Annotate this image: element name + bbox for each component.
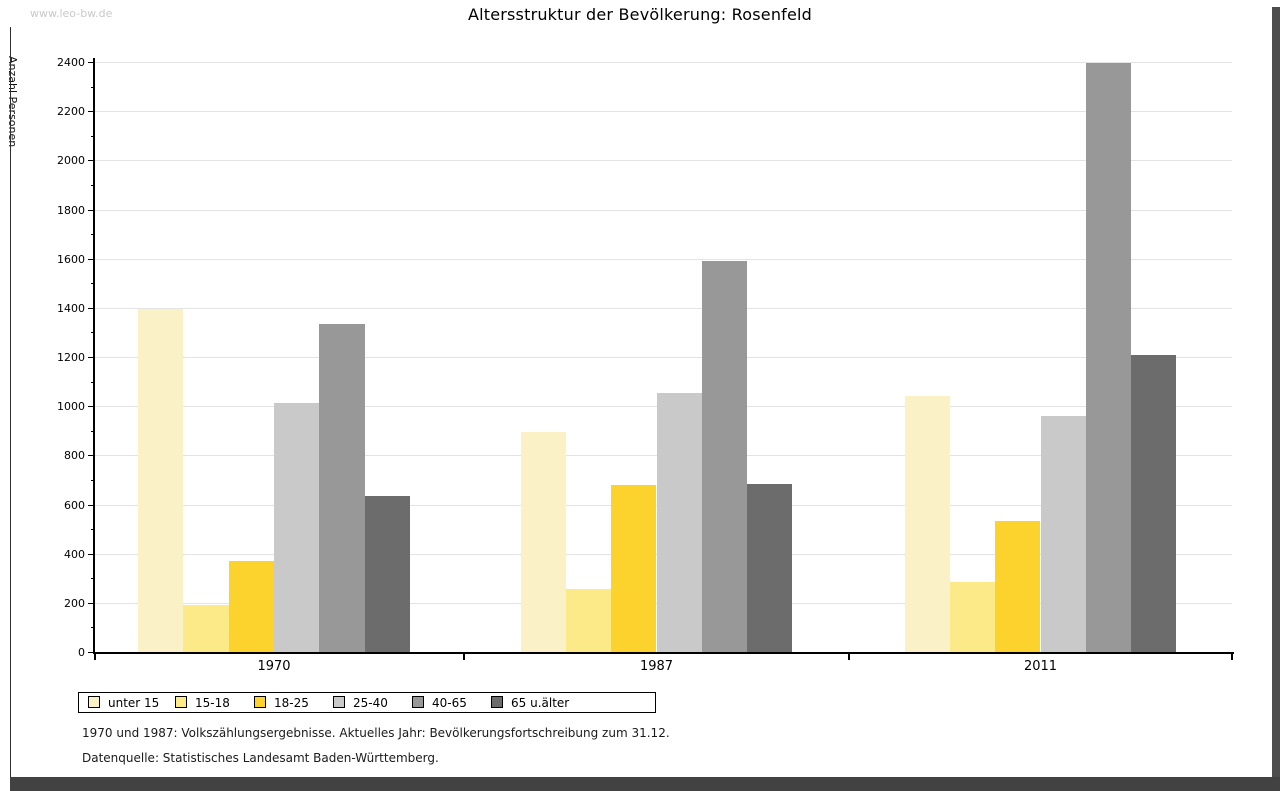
bar-40-65-1987 <box>701 261 748 652</box>
y-tick-label-2200: 2200 <box>57 105 85 119</box>
bar-unter-15-1987 <box>520 432 566 652</box>
chart-title: Altersstruktur der Bevölkerung: Rosenfel… <box>467 5 813 24</box>
legend-label-1: 15-18 <box>195 696 230 710</box>
category-label-1970: 1970 <box>257 659 291 674</box>
x-tick-1 <box>462 654 465 660</box>
y-major-tick-2400 <box>88 62 95 63</box>
legend-swatch-0 <box>88 696 100 708</box>
bar-25-40-2011 <box>1040 416 1086 652</box>
y-major-tick-1000 <box>88 406 95 408</box>
gridline-2000 <box>95 160 1232 162</box>
y-major-tick-2200 <box>88 111 95 113</box>
y-tick-label-1000: 1000 <box>57 400 85 414</box>
y-tick-label-1400: 1400 <box>57 301 85 315</box>
gridline-1800 <box>95 209 1232 211</box>
y-tick-label-600: 600 <box>64 498 85 512</box>
legend-label-5: 65 u.älter <box>511 696 570 710</box>
y-major-tick-600 <box>88 504 95 506</box>
bar-unter-15-2011 <box>904 396 950 652</box>
category-label-1987: 1987 <box>639 659 674 674</box>
legend-swatch-2 <box>254 696 266 708</box>
gridline-1600 <box>95 258 1232 260</box>
y-tick-label-1200: 1200 <box>57 351 85 364</box>
y-tick-label-0: 0 <box>78 646 85 659</box>
bar-65-u-lter-2011 <box>1131 354 1177 652</box>
legend-label-3: 25-40 <box>353 696 388 710</box>
bar-18-25-1970 <box>228 561 274 652</box>
y-major-tick-400 <box>88 553 95 555</box>
page-border-left <box>10 27 11 777</box>
bar-25-40-1987 <box>656 392 702 652</box>
site-url: www.leo-bw.de <box>30 7 113 20</box>
legend-swatch-1 <box>175 696 187 708</box>
y-major-tick-1800 <box>88 209 95 211</box>
bar-40-65-2011 <box>1085 63 1132 652</box>
y-tick-label-1600: 1600 <box>57 252 85 266</box>
legend-swatch-3 <box>333 696 345 708</box>
y-tick-label-800: 800 <box>64 449 85 463</box>
bar-25-40-1970 <box>274 402 320 652</box>
bar-65-u-lter-1970 <box>364 495 410 652</box>
window-shadow-bottom <box>10 777 1280 791</box>
x-tick-0 <box>94 654 96 660</box>
bar-15-18-1970 <box>183 605 229 652</box>
legend: unter 15 15-18 18-25 25-40 40-65 65 u.älter <box>78 692 656 713</box>
legend-swatch-5 <box>491 696 503 708</box>
legend-swatch-4 <box>412 696 424 708</box>
bar-15-18-2011 <box>949 581 996 652</box>
y-axis-title: Anzahl Personen <box>6 56 19 148</box>
bar-40-65-1970 <box>319 323 365 652</box>
y-major-tick-1600 <box>88 258 95 260</box>
legend-label-2: 18-25 <box>274 696 309 710</box>
gridline-2400 <box>95 62 1232 63</box>
y-axis-line <box>93 58 95 654</box>
legend-label-0: unter 15 <box>108 696 160 710</box>
gridline-2200 <box>95 111 1232 113</box>
footnote-1: 1970 und 1987: Volkszählungsergebnisse. … <box>82 726 670 740</box>
bar-18-25-1987 <box>611 484 657 652</box>
x-tick-2 <box>847 654 850 660</box>
bar-15-18-1987 <box>565 589 612 652</box>
y-major-tick-1200 <box>88 357 95 358</box>
bar-18-25-2011 <box>995 520 1041 652</box>
x-tick-3 <box>1231 654 1233 660</box>
category-label-2011: 2011 <box>1023 659 1058 674</box>
y-major-tick-0 <box>88 652 95 653</box>
footnote-2: Datenquelle: Statistisches Landesamt Bad… <box>82 751 439 765</box>
gridline-1200 <box>95 357 1232 358</box>
y-tick-label-1800: 1800 <box>57 203 85 217</box>
x-axis-line <box>93 652 1234 654</box>
y-tick-label-200: 200 <box>64 596 85 610</box>
y-tick-label-2000: 2000 <box>57 154 85 168</box>
y-major-tick-800 <box>88 455 95 457</box>
y-major-tick-2000 <box>88 160 95 162</box>
y-tick-label-400: 400 <box>64 547 85 561</box>
y-major-tick-200 <box>88 602 95 604</box>
window-shadow-right <box>1272 7 1280 791</box>
legend-label-4: 40-65 <box>432 696 467 710</box>
bar-unter-15-1970 <box>138 309 184 652</box>
y-major-tick-1400 <box>88 307 95 309</box>
gridline-1400 <box>95 307 1232 309</box>
bar-65-u-lter-1987 <box>747 483 793 652</box>
y-tick-label-2400: 2400 <box>57 56 85 69</box>
